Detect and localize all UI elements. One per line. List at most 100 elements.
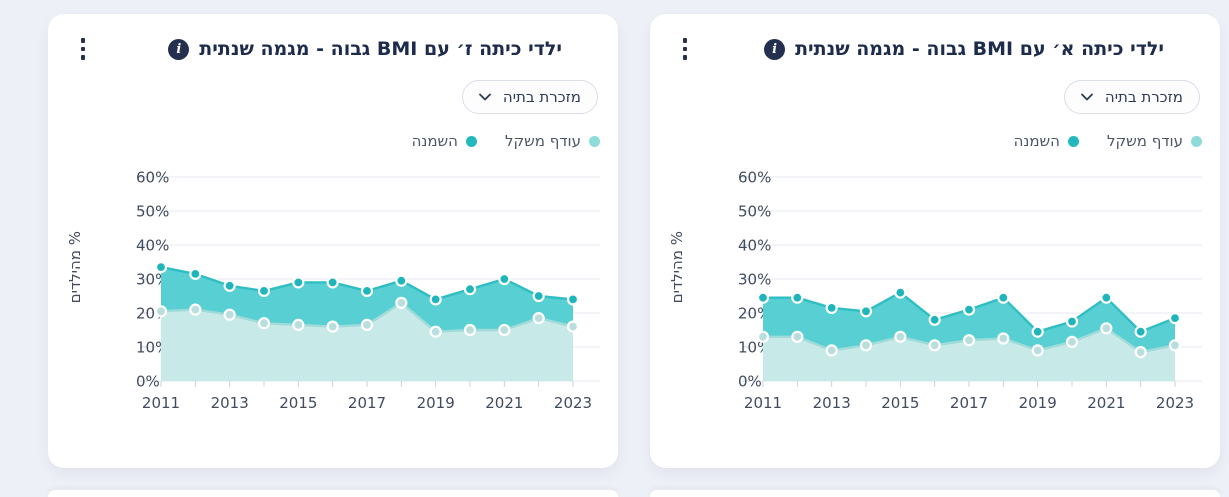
point-overweight-2013[interactable]	[223, 308, 236, 321]
point-obesity-2021[interactable]	[1100, 291, 1113, 304]
info-icon[interactable]: i	[168, 38, 190, 60]
info-icon[interactable]: i	[764, 38, 786, 60]
point-overweight-2012[interactable]	[189, 303, 202, 316]
point-overweight-2017[interactable]	[962, 334, 976, 347]
kebab-menu-icon[interactable]	[74, 38, 92, 64]
point-overweight-2015[interactable]	[894, 330, 907, 343]
y-tick-label: 0%	[136, 373, 160, 391]
point-overweight-2014[interactable]	[257, 317, 271, 330]
point-obesity-2019[interactable]	[429, 293, 442, 306]
point-obesity-2019[interactable]	[1031, 325, 1044, 338]
x-tick-label: 2015	[279, 394, 317, 412]
region-dropdown[interactable]: מזכרת בתיה	[461, 80, 598, 114]
point-obesity-2022[interactable]	[532, 289, 545, 303]
point-overweight-2016[interactable]	[326, 320, 339, 333]
point-overweight-2012[interactable]	[791, 330, 804, 343]
point-obesity-2014[interactable]	[859, 305, 873, 318]
kebab-dot	[80, 46, 86, 51]
x-tick-label: 2019	[417, 394, 455, 412]
point-overweight-2023[interactable]	[1168, 339, 1182, 352]
trend-area-chart: 0%10%20%30%40%50%60%2011 2013 2015 2017 2019…	[136, 169, 600, 412]
legend-item-overweight[interactable]: עודף משקל	[1107, 132, 1202, 150]
y-tick-label: 40%	[738, 237, 771, 255]
point-overweight-2019[interactable]	[429, 325, 442, 338]
point-obesity-2016[interactable]	[326, 276, 339, 289]
point-obesity-2015[interactable]	[894, 286, 907, 299]
point-overweight-2015[interactable]	[292, 318, 305, 331]
point-overweight-2016[interactable]	[928, 339, 941, 352]
x-tick-label: 2011	[142, 394, 180, 412]
point-obesity-2011[interactable]	[154, 260, 168, 274]
partial-card	[48, 490, 618, 497]
kebab-dot	[682, 46, 688, 51]
y-tick-label: 0%	[738, 373, 762, 391]
point-obesity-2017[interactable]	[962, 303, 976, 316]
point-obesity-2015[interactable]	[292, 276, 305, 289]
point-overweight-2022[interactable]	[1134, 346, 1147, 359]
chevron-down-icon	[1081, 93, 1093, 101]
point-obesity-2023[interactable]	[566, 293, 580, 306]
chart-title: ילדי כיתה ז׳ עם BMI גבוה - מגמה שנתית	[199, 38, 562, 60]
chart-legend: עודף משקל השמנה	[412, 132, 600, 150]
point-overweight-2023[interactable]	[566, 320, 580, 333]
point-obesity-2011[interactable]	[756, 291, 770, 304]
legend-label: השמנה	[411, 132, 458, 150]
legend-item-overweight[interactable]: עודף משקל	[505, 132, 600, 150]
legend-item-obesity[interactable]: השמנה	[412, 132, 477, 150]
point-overweight-2020[interactable]	[1065, 335, 1079, 348]
chart-card-grade7: ילדי כיתה ז׳ עם BMI גבוה - מגמה שנתית i …	[48, 14, 618, 468]
point-obesity-2018[interactable]	[997, 291, 1010, 304]
kebab-dot	[682, 38, 688, 43]
point-obesity-2020[interactable]	[463, 283, 477, 296]
x-tick-label: 2015	[881, 394, 919, 412]
chart-card-grade1: ילדי כיתה א׳ עם BMI גבוה - מגמה שנתית i …	[650, 14, 1220, 468]
x-tick-label: 2021	[1087, 394, 1125, 412]
x-tick-label: 2023	[1156, 394, 1194, 412]
region-dropdown-value: מזכרת בתיה	[1104, 88, 1183, 106]
x-tick-label: 2019	[1019, 394, 1057, 412]
legend-dot-overweight	[589, 135, 600, 147]
kebab-dot	[80, 55, 86, 60]
point-obesity-2021[interactable]	[498, 272, 511, 286]
point-overweight-2019[interactable]	[1031, 344, 1044, 357]
point-obesity-2012[interactable]	[189, 267, 202, 281]
area-overweight	[161, 302, 573, 381]
card-header: ילדי כיתה ז׳ עם BMI גבוה - מגמה שנתית i	[168, 36, 562, 62]
point-overweight-2022[interactable]	[532, 312, 545, 325]
point-obesity-2023[interactable]	[1168, 312, 1182, 325]
point-obesity-2013[interactable]	[825, 301, 838, 314]
point-overweight-2013[interactable]	[825, 344, 838, 357]
x-tick-label: 2017	[950, 394, 988, 412]
trend-area-chart: 0%10%20%30%40%50%60%2011 2013 2015 2017 2019…	[738, 169, 1202, 412]
legend-label: השמנה	[1013, 132, 1060, 150]
card-header: ילדי כיתה א׳ עם BMI גבוה - מגמה שנתית i	[764, 36, 1164, 62]
chart-title: ילדי כיתה א׳ עם BMI גבוה - מגמה שנתית	[795, 38, 1164, 60]
point-overweight-2011[interactable]	[154, 305, 168, 318]
region-dropdown[interactable]: מזכרת בתיה	[1063, 80, 1200, 114]
legend-item-obesity[interactable]: השמנה	[1014, 132, 1079, 150]
point-overweight-2021[interactable]	[498, 323, 511, 337]
point-overweight-2014[interactable]	[859, 339, 873, 352]
point-overweight-2020[interactable]	[463, 323, 477, 337]
point-obesity-2014[interactable]	[257, 284, 271, 298]
point-obesity-2012[interactable]	[791, 291, 804, 304]
partial-card	[650, 490, 1220, 497]
point-obesity-2017[interactable]	[360, 284, 374, 298]
kebab-menu-icon[interactable]	[676, 38, 694, 64]
point-obesity-2022[interactable]	[1134, 325, 1147, 338]
area-overweight	[763, 328, 1175, 381]
point-overweight-2011[interactable]	[756, 330, 770, 343]
x-tick-label: 2023	[554, 394, 592, 412]
point-overweight-2017[interactable]	[360, 318, 374, 331]
point-overweight-2018[interactable]	[997, 332, 1010, 345]
chevron-down-icon	[479, 93, 491, 101]
point-obesity-2020[interactable]	[1065, 315, 1079, 328]
point-overweight-2018[interactable]	[395, 296, 408, 309]
point-obesity-2013[interactable]	[223, 279, 236, 292]
y-tick-label: 50%	[136, 203, 169, 221]
point-overweight-2021[interactable]	[1100, 322, 1113, 335]
point-obesity-2018[interactable]	[395, 274, 408, 287]
point-obesity-2016[interactable]	[928, 313, 941, 326]
chart-legend: עודף משקל השמנה	[1014, 132, 1202, 150]
